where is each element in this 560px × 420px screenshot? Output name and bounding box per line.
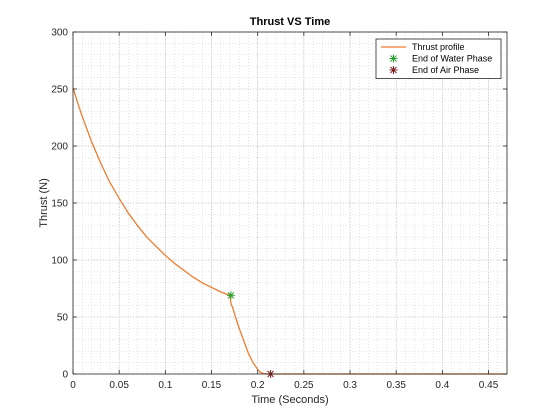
y-tick-label: 250 <box>51 85 68 96</box>
legend-swatch-marker <box>389 54 398 63</box>
x-tick-label: 0.2 <box>251 380 265 391</box>
marker-stroke-d2 <box>227 291 235 299</box>
x-axis-ticks: 0 0.05 0.1 0.15 0.2 0.25 0.3 0.35 0.4 0.45 <box>70 32 499 391</box>
y-tick-label: 0 <box>62 370 68 381</box>
x-tick-label: 0.35 <box>386 380 406 391</box>
x-tick-label: 0.4 <box>435 380 449 391</box>
x-tick-label: 0.1 <box>158 380 172 391</box>
x-tick-label: 0.25 <box>294 380 314 391</box>
y-tick-label: 200 <box>51 142 68 153</box>
series-marker-1 <box>226 291 235 300</box>
x-tick-label: 0.45 <box>479 380 499 391</box>
x-tick-label: 0 <box>70 380 76 391</box>
x-tick-label: 0.15 <box>202 380 222 391</box>
chart-title: Thrust VS Time <box>250 16 330 28</box>
y-tick-label: 50 <box>57 313 69 324</box>
y-tick-label: 150 <box>51 199 68 210</box>
y-tick-label: 100 <box>51 256 68 267</box>
y-axis-ticks: 0 50 100 150 200 250 300 <box>51 28 507 381</box>
x-tick-label: 0.05 <box>109 380 129 391</box>
legend-entry-label: End of Water Phase <box>412 54 492 64</box>
legend-entry-label: End of Air Phase <box>412 65 479 75</box>
legend-entry-label: Thrust profile <box>412 42 465 52</box>
x-axis-label: Time (Seconds) <box>251 394 328 406</box>
marker-stroke-d2 <box>390 66 397 74</box>
x-tick-label: 0.3 <box>343 380 357 391</box>
y-tick-label: 300 <box>51 28 68 39</box>
y-axis-label: Thrust (N) <box>38 178 50 228</box>
legend-swatch-marker <box>389 66 398 74</box>
marker-stroke-d2 <box>390 55 397 62</box>
